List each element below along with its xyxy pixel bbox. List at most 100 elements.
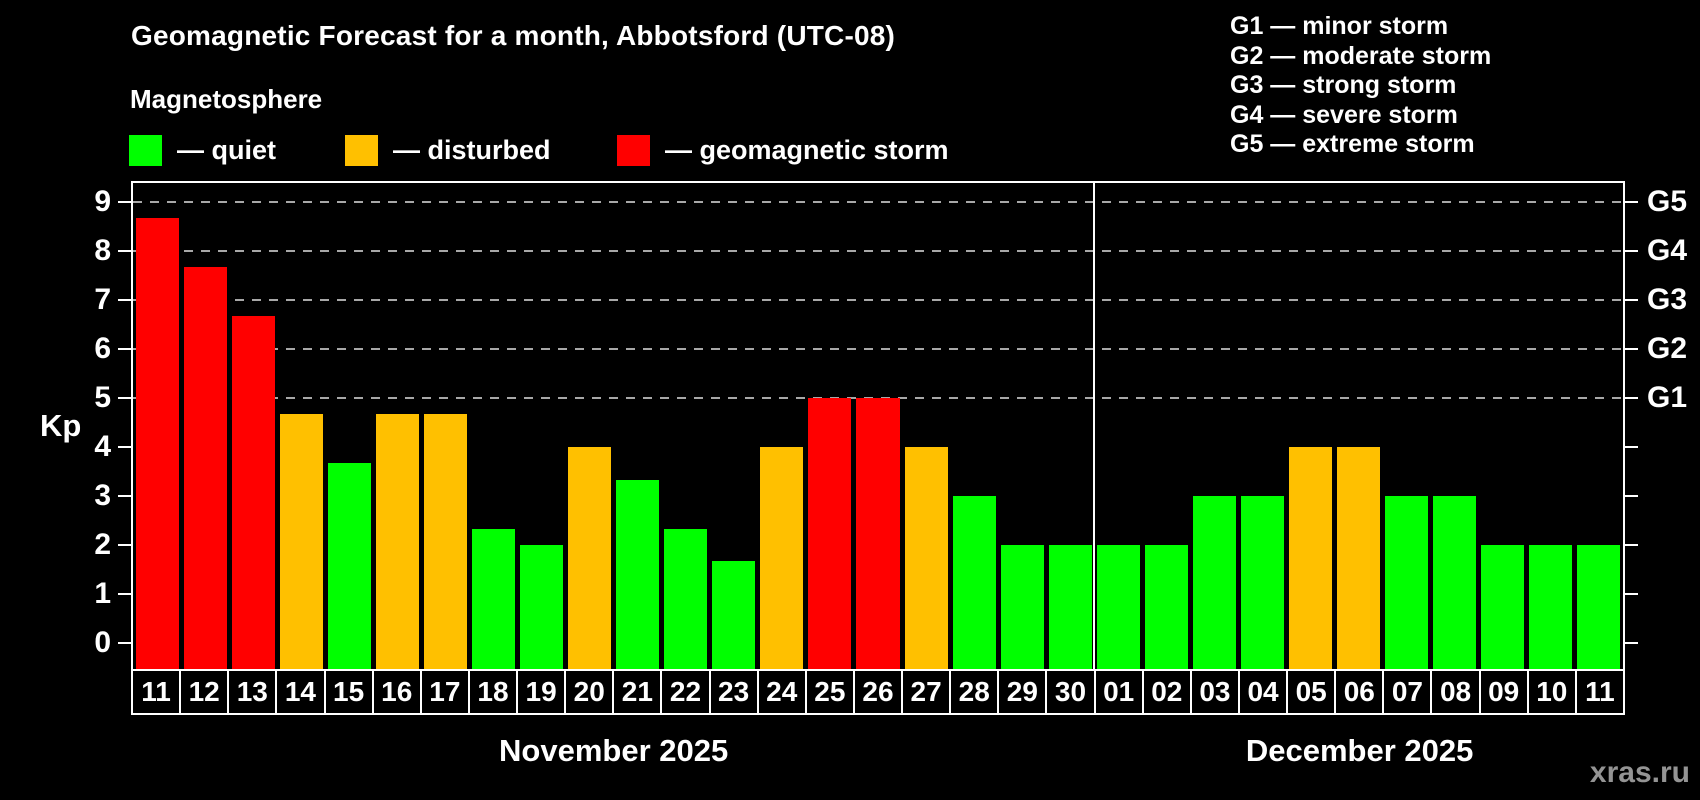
y-tick-left <box>118 446 131 449</box>
date-cell: 13 <box>229 671 276 713</box>
date-cell: 16 <box>373 671 420 713</box>
gridline-kp-9 <box>133 201 1623 204</box>
y-tick-label: 1 <box>94 577 111 611</box>
kp-bar <box>1337 447 1381 669</box>
date-cell: 19 <box>518 671 565 713</box>
status-legend: — quiet — disturbed — geomagnetic storm <box>0 133 1100 167</box>
y-tick-right <box>1625 348 1638 351</box>
date-cell: 07 <box>1384 671 1431 713</box>
date-axis: 11 12 13 14 15 16 17 18 19 20 21 22 23 24 25 26 27 28 29 30… <box>131 669 1625 715</box>
y-tick-left <box>118 397 131 400</box>
month-label-november: November 2025 <box>499 733 729 768</box>
y-tick-left <box>118 495 131 498</box>
y-tick-left <box>118 544 131 547</box>
date-cell: 24 <box>758 671 805 713</box>
kp-bar <box>712 561 756 669</box>
y-tick-label: 9 <box>94 185 111 219</box>
date-cell: 28 <box>951 671 998 713</box>
date-cell: 04 <box>1239 671 1287 713</box>
legend-item-storm: — geomagnetic storm <box>617 133 949 167</box>
kp-bar <box>808 398 852 669</box>
date-cell: 25 <box>806 671 853 713</box>
kp-bar <box>856 398 900 669</box>
date-cell: 27 <box>903 671 950 713</box>
y-tick-right <box>1625 446 1638 449</box>
kp-bar <box>760 447 804 669</box>
g-scale-label-g2: G2 <box>1647 332 1688 366</box>
g-scale-label-g4: G4 <box>1647 234 1688 268</box>
date-cell: 22 <box>662 671 709 713</box>
gridline-kp-5 <box>133 397 1623 400</box>
g-legend-line: G2 — moderate storm <box>1230 41 1492 70</box>
y-axis-label: Kp <box>40 408 82 443</box>
date-cell: 06 <box>1336 671 1383 713</box>
g-scale-label-g5: G5 <box>1647 185 1688 219</box>
y-tick-right <box>1625 201 1638 204</box>
kp-bar <box>616 479 660 669</box>
g-legend-line: G3 — strong storm <box>1230 71 1457 100</box>
g-legend-line: G1 — minor storm <box>1230 12 1449 40</box>
kp-bar <box>1000 545 1044 669</box>
date-cell: 09 <box>1480 671 1527 713</box>
legend-swatch-storm <box>617 134 650 166</box>
kp-bar <box>1240 496 1285 669</box>
legend-swatch-quiet <box>129 134 162 166</box>
y-tick-label: 3 <box>94 479 111 513</box>
g-scale-label-g1: G1 <box>1647 381 1688 415</box>
date-cell: 18 <box>469 671 517 713</box>
date-cell: 05 <box>1288 671 1335 713</box>
legend-swatch-disturbed <box>345 134 378 166</box>
y-tick-right <box>1625 593 1638 596</box>
kp-bar <box>1529 545 1573 669</box>
kp-bar <box>1048 545 1092 669</box>
date-cell: 17 <box>421 671 468 713</box>
legend-item-quiet: — quiet <box>129 133 276 167</box>
legend-label-quiet: — quiet <box>177 134 276 165</box>
y-tick-right <box>1625 495 1638 498</box>
y-tick-label: 5 <box>94 381 111 415</box>
y-tick-label: 7 <box>94 283 111 317</box>
y-tick-left <box>118 348 131 351</box>
date-cell: 12 <box>181 671 228 713</box>
date-cell: 15 <box>325 671 372 713</box>
kp-bar <box>327 463 371 669</box>
legend-item-disturbed: — disturbed <box>345 133 551 167</box>
date-cell: 08 <box>1432 671 1479 713</box>
month-separator <box>1093 183 1096 669</box>
date-cell: 26 <box>854 671 902 713</box>
kp-bar <box>1481 545 1525 669</box>
gridline-kp-8 <box>133 250 1623 253</box>
y-tick-left <box>118 642 131 645</box>
date-cell: 03 <box>1191 671 1238 713</box>
y-tick-right <box>1625 397 1638 400</box>
g-legend-line: G5 — extreme storm <box>1230 130 1475 159</box>
g-scale-legend: G1 — minor storm G2 — moderate storm G3 — … <box>1230 12 1491 160</box>
kp-bar <box>471 528 515 669</box>
date-cell: 30 <box>1047 671 1094 713</box>
month-label-december: December 2025 <box>1245 733 1474 768</box>
y-tick-label: 6 <box>94 332 111 366</box>
g-scale-label-g3: G3 <box>1647 283 1688 317</box>
y-tick-label: 2 <box>94 528 111 562</box>
g-legend-line: G4 — severe storm <box>1230 100 1458 129</box>
y-tick-left <box>118 201 131 204</box>
kp-bar <box>1385 496 1429 669</box>
date-cell: 14 <box>277 671 324 713</box>
watermark: xras.ru <box>1589 756 1690 789</box>
y-tick-left <box>118 593 131 596</box>
kp-bar <box>1144 545 1188 669</box>
y-tick-label: 4 <box>94 430 111 464</box>
kp-bar <box>183 267 227 669</box>
kp-bar <box>279 414 323 669</box>
y-tick-label: 8 <box>94 234 111 268</box>
y-tick-right <box>1625 250 1638 253</box>
kp-bar <box>375 414 419 669</box>
kp-bar <box>664 528 708 669</box>
y-tick-left <box>118 250 131 253</box>
date-cell: 11 <box>133 671 180 713</box>
kp-bar <box>135 218 179 669</box>
kp-bar <box>1577 545 1621 669</box>
kp-bar <box>1192 496 1236 669</box>
date-cell: 21 <box>614 671 661 713</box>
